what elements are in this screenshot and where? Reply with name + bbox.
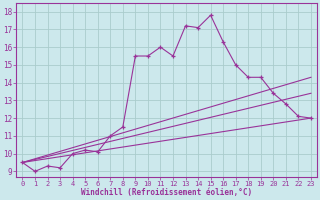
X-axis label: Windchill (Refroidissement éolien,°C): Windchill (Refroidissement éolien,°C) [81, 188, 252, 197]
